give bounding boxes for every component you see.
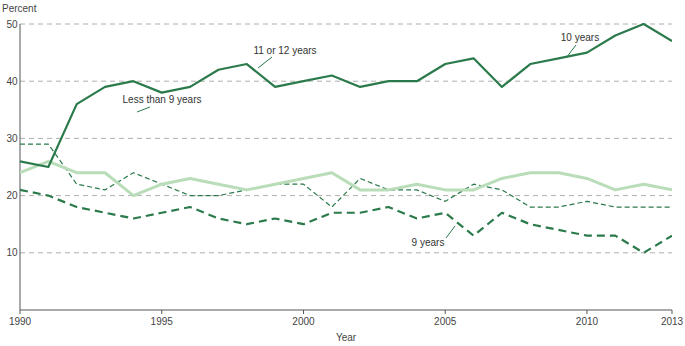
y-tick-label: 10 [6,247,18,258]
y-axis-label: Percent [2,3,37,14]
x-tick [20,310,21,314]
y-tick-label: 30 [6,133,18,144]
y-tick-label: 50 [6,19,18,30]
series-line [20,190,672,253]
x-tick [161,310,162,314]
chart: 10 20 30 40 50 1990 1995 2000 2005 2010 2013 Percen… [0,0,685,346]
x-axis-label: Year [336,332,357,343]
grid-line [20,138,672,139]
x-tick [445,310,446,314]
series-label: 11 or 12 years [253,45,316,56]
x-tick-label: 2000 [292,316,315,327]
grid-line [20,252,672,253]
series-line [20,144,672,207]
x-tick-label: 2013 [661,316,684,327]
series-label: 9 years [412,237,445,248]
x-tick-label: 2010 [576,316,599,327]
grid-line [20,24,672,25]
label-leader [566,45,576,58]
x-tick-label: 1990 [9,316,32,327]
label-leader [258,57,272,68]
y-tick-label: 20 [6,190,18,201]
grid-line [20,195,672,196]
label-leader [137,107,150,112]
series-line [20,161,672,195]
x-tick-label: 1995 [151,316,174,327]
series-label: 10 years [561,32,599,43]
x-tick [303,310,304,314]
series-line [20,24,672,167]
x-tick-label: 2005 [434,316,457,327]
y-axis [20,24,21,310]
x-axis [20,310,672,311]
lines [20,24,672,253]
series-label: Less than 9 years [123,94,202,105]
x-tick [672,310,673,314]
label-leader [446,226,455,238]
x-tick [586,310,587,314]
y-tick-label: 40 [6,76,18,87]
